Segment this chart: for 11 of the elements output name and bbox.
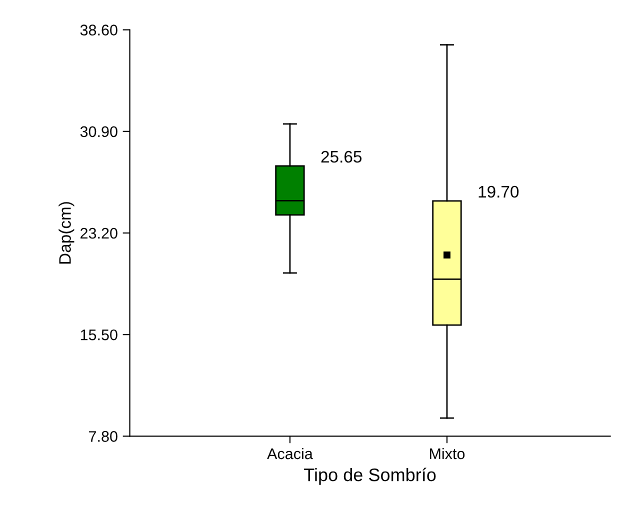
y-tick-label: 7.80	[89, 431, 118, 442]
y-tick-label: 15.50	[80, 329, 118, 340]
x-axis-title: Tipo de Sombrío	[304, 468, 436, 485]
y-tick-label: 30.90	[80, 126, 118, 138]
x-tick-label: Mixto	[430, 448, 465, 460]
y-tick-label: 38.60	[80, 24, 118, 36]
x-tick-label: Acacia	[267, 448, 313, 460]
annotation: 25.65	[321, 150, 362, 163]
y-axis-title: Dap(cm)	[58, 202, 74, 264]
y-tick-label: 23.20	[80, 228, 118, 239]
annotation: 19.70	[478, 186, 519, 198]
